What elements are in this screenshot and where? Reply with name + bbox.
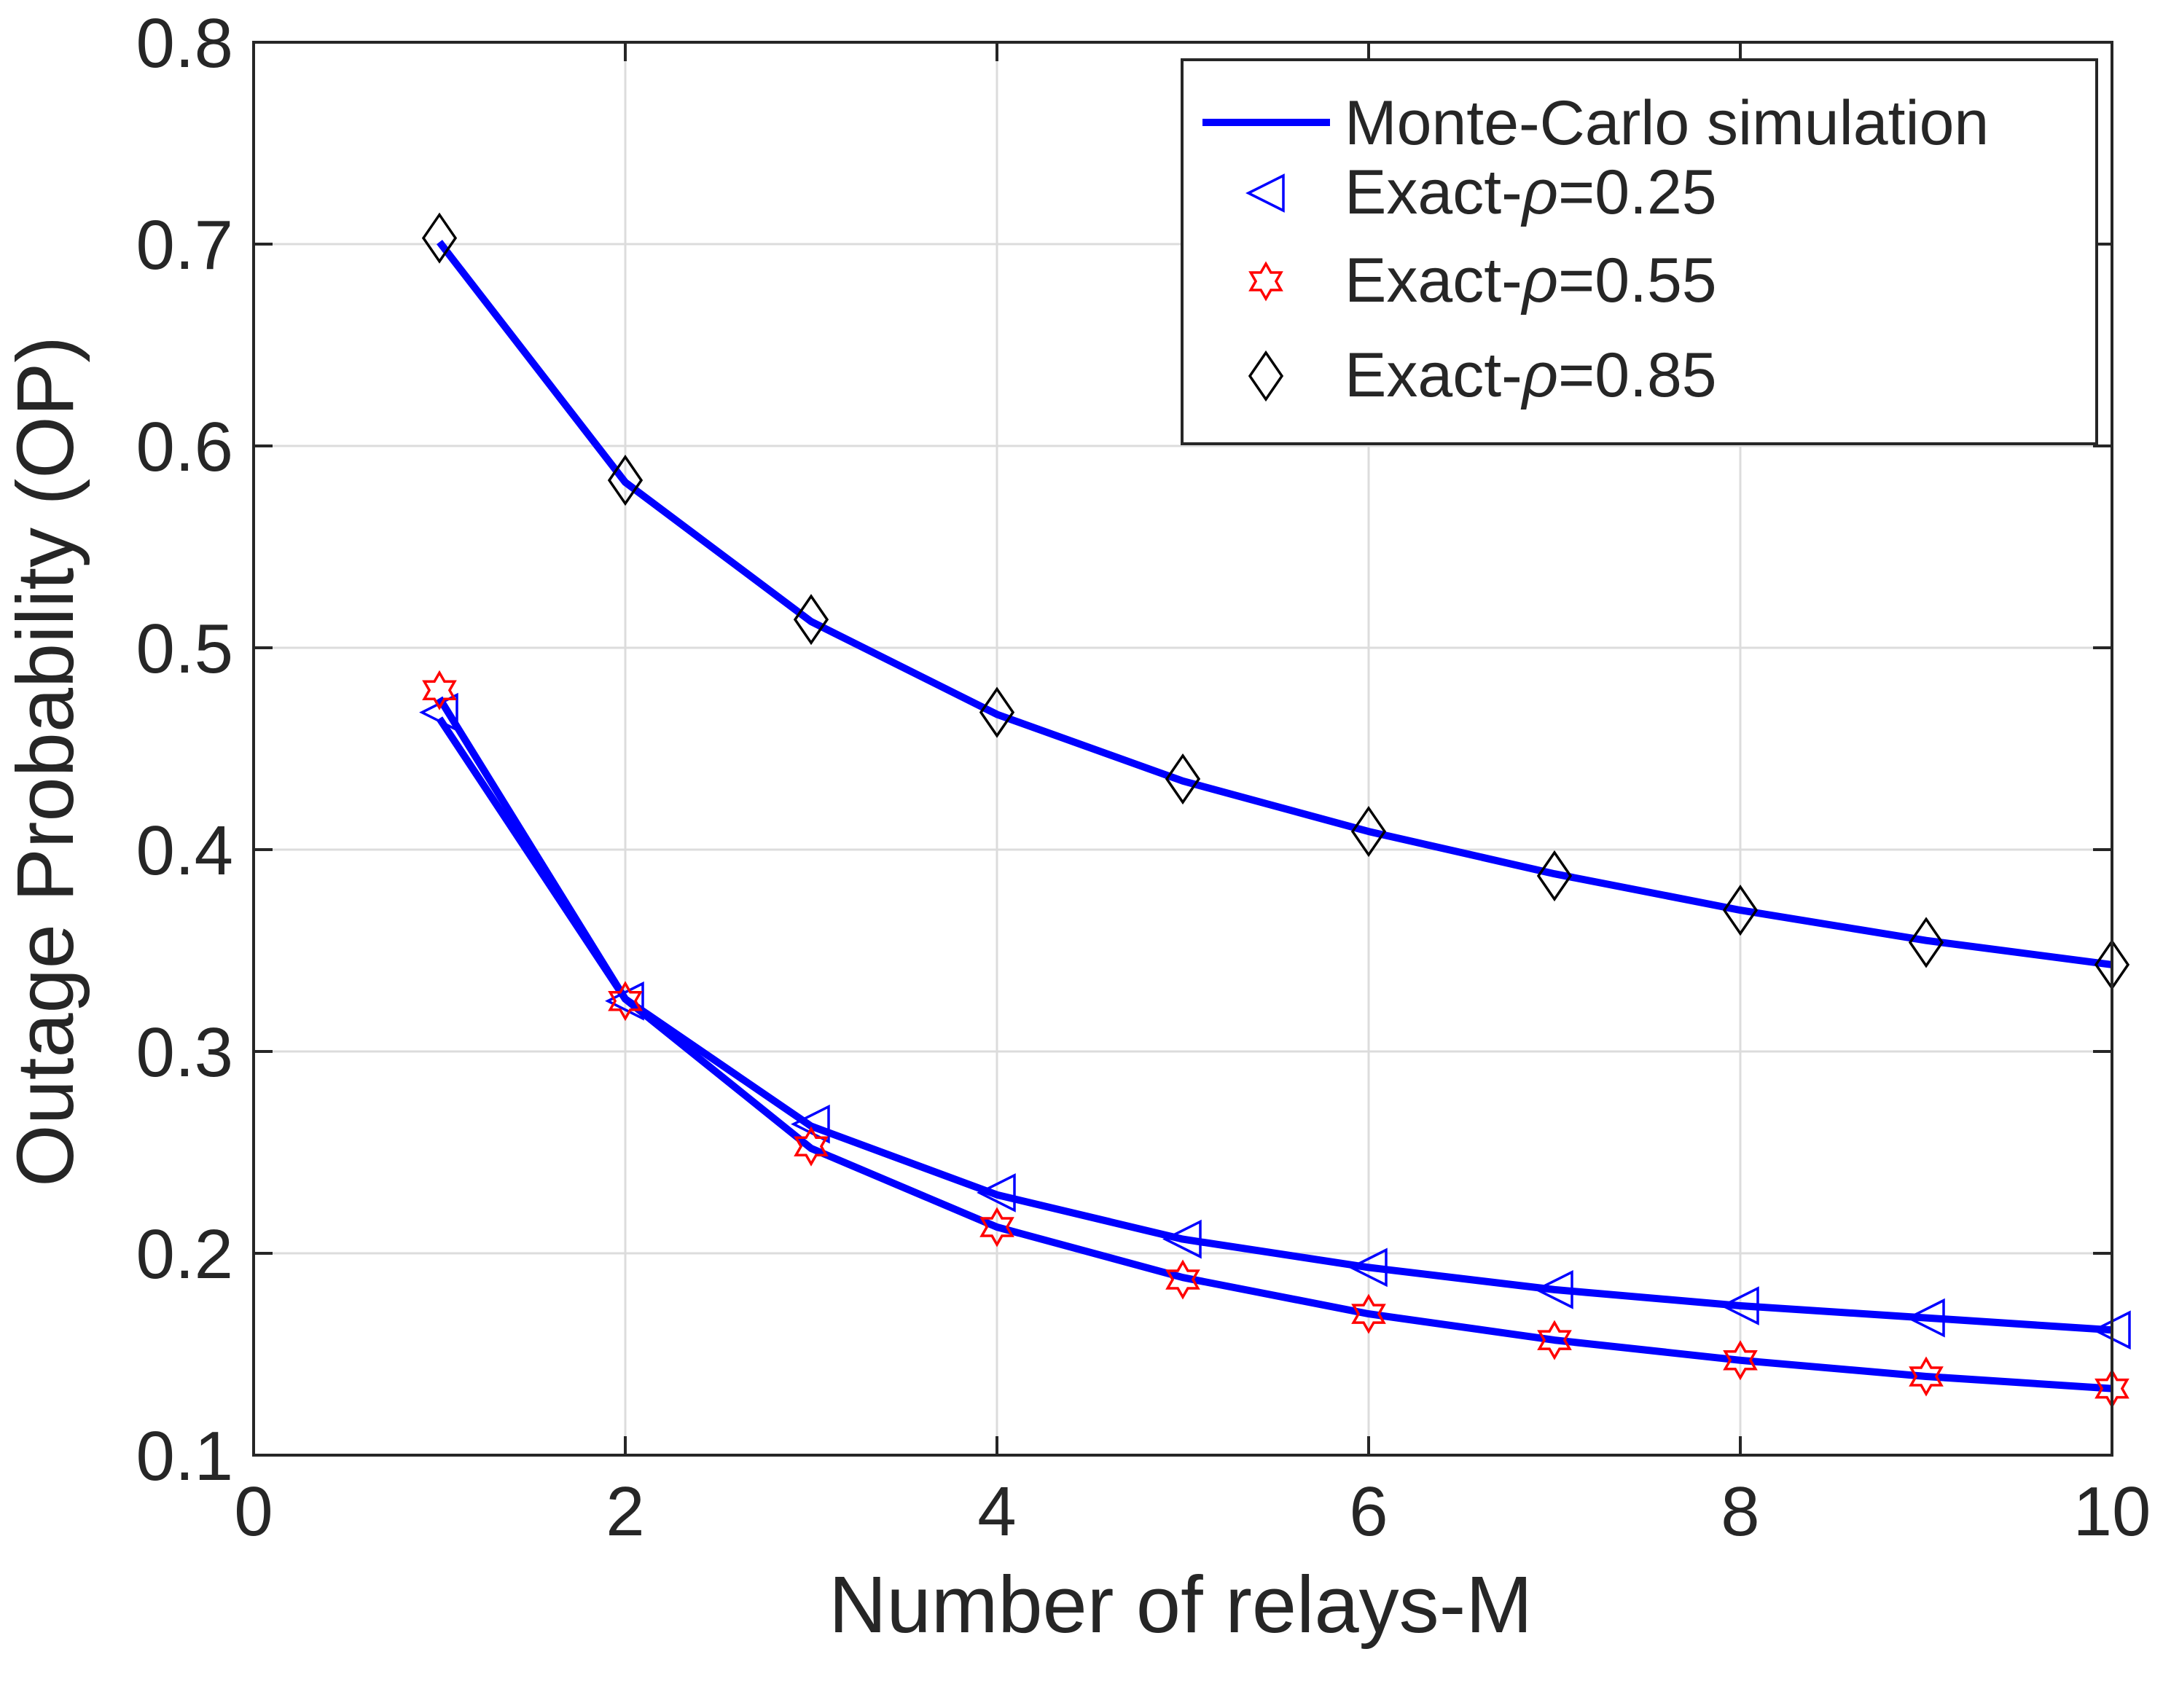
- legend-marker-left-triangle: [1245, 173, 1285, 213]
- x-axis-label: Number of relays-M: [829, 1560, 1533, 1650]
- series-markers: [419, 212, 2131, 1409]
- legend-label: Exact-ρ=0.85: [1345, 340, 1717, 410]
- y-tick-label: 0.5: [136, 610, 233, 688]
- exact-marker-series-3: [1165, 753, 1201, 805]
- axes: [252, 41, 2113, 1457]
- exact-marker-series-2: [422, 670, 457, 710]
- simulation-line-series-2: [436, 696, 2113, 1392]
- exact-marker-series-2: [608, 981, 643, 1022]
- y-axis-label: Outage Probability (OP): [1, 336, 90, 1187]
- exact-marker-series-1: [977, 1173, 1016, 1213]
- exact-marker-series-3: [1722, 885, 1759, 936]
- exact-marker-series-1: [1906, 1298, 1945, 1338]
- legend-label: Exact-ρ=0.25: [1345, 157, 1717, 227]
- x-tick-label: 2: [606, 1473, 644, 1551]
- exact-marker-series-2: [1537, 1320, 1572, 1360]
- x-tick-label: 0: [234, 1473, 273, 1551]
- exact-marker-series-3: [1536, 850, 1573, 902]
- exact-marker-series-2: [1909, 1356, 1944, 1397]
- legend-label: Exact-ρ=0.55: [1345, 246, 1717, 316]
- exact-marker-series-2: [1351, 1293, 1386, 1334]
- legend-marker-diamond: [1248, 350, 1284, 402]
- y-tick-label: 0.4: [136, 812, 233, 890]
- exact-marker-series-3: [607, 455, 644, 506]
- exact-marker-series-1: [1348, 1247, 1388, 1288]
- series-lines: [436, 240, 2113, 1392]
- exact-marker-series-1: [1720, 1286, 1759, 1325]
- y-tick-label: 0.2: [136, 1215, 233, 1293]
- exact-marker-series-1: [419, 692, 458, 732]
- tick-labels: 0 2 4 6 8 10 0.1 0.2 0.3 0.4 0.5 0.6 0.7 0.8: [136, 4, 2151, 1551]
- plot-area-frame: [252, 41, 2113, 1457]
- exact-marker-series-1: [1534, 1270, 1573, 1309]
- legend-sim-label: Monte-Carlo simulation: [1345, 88, 1989, 158]
- simulation-line-series-1: [436, 716, 2113, 1334]
- exact-marker-series-3: [1908, 917, 1944, 968]
- exact-marker-series-3: [979, 686, 1015, 738]
- exact-marker-series-1: [605, 981, 644, 1021]
- exact-marker-series-3: [793, 594, 829, 646]
- y-tick-label: 0.1: [136, 1417, 233, 1495]
- x-tick-label: 8: [1721, 1473, 1759, 1551]
- x-tick-label: 4: [977, 1473, 1016, 1551]
- legend-marker-hexagram: [1248, 261, 1283, 302]
- exact-marker-series-2: [1723, 1340, 1758, 1381]
- x-tick-label: 6: [1349, 1473, 1388, 1551]
- y-tick-label: 0.6: [136, 408, 233, 486]
- exact-marker-series-1: [791, 1104, 830, 1144]
- legend: Monte-Carlo simulation Exact-ρ=0.25Exact…: [1181, 58, 2098, 445]
- y-tick-label: 0.3: [136, 1014, 233, 1092]
- exact-marker-series-1: [1162, 1219, 1202, 1259]
- exact-marker-series-2: [794, 1126, 829, 1167]
- y-tick-label: 0.7: [136, 206, 233, 284]
- exact-marker-series-3: [1350, 805, 1387, 858]
- x-tick-label: 10: [2073, 1473, 2151, 1551]
- y-tick-label: 0.8: [136, 4, 233, 82]
- exact-marker-series-2: [1165, 1259, 1200, 1300]
- legend-entries: Exact-ρ=0.25 Exact-ρ=0.55 Exact-ρ=0.85: [1245, 157, 1717, 410]
- simulation-line-series-3: [437, 240, 2113, 968]
- exact-marker-series-3: [421, 212, 458, 264]
- exact-marker-series-2: [979, 1207, 1014, 1247]
- legend-box: [1181, 58, 2098, 445]
